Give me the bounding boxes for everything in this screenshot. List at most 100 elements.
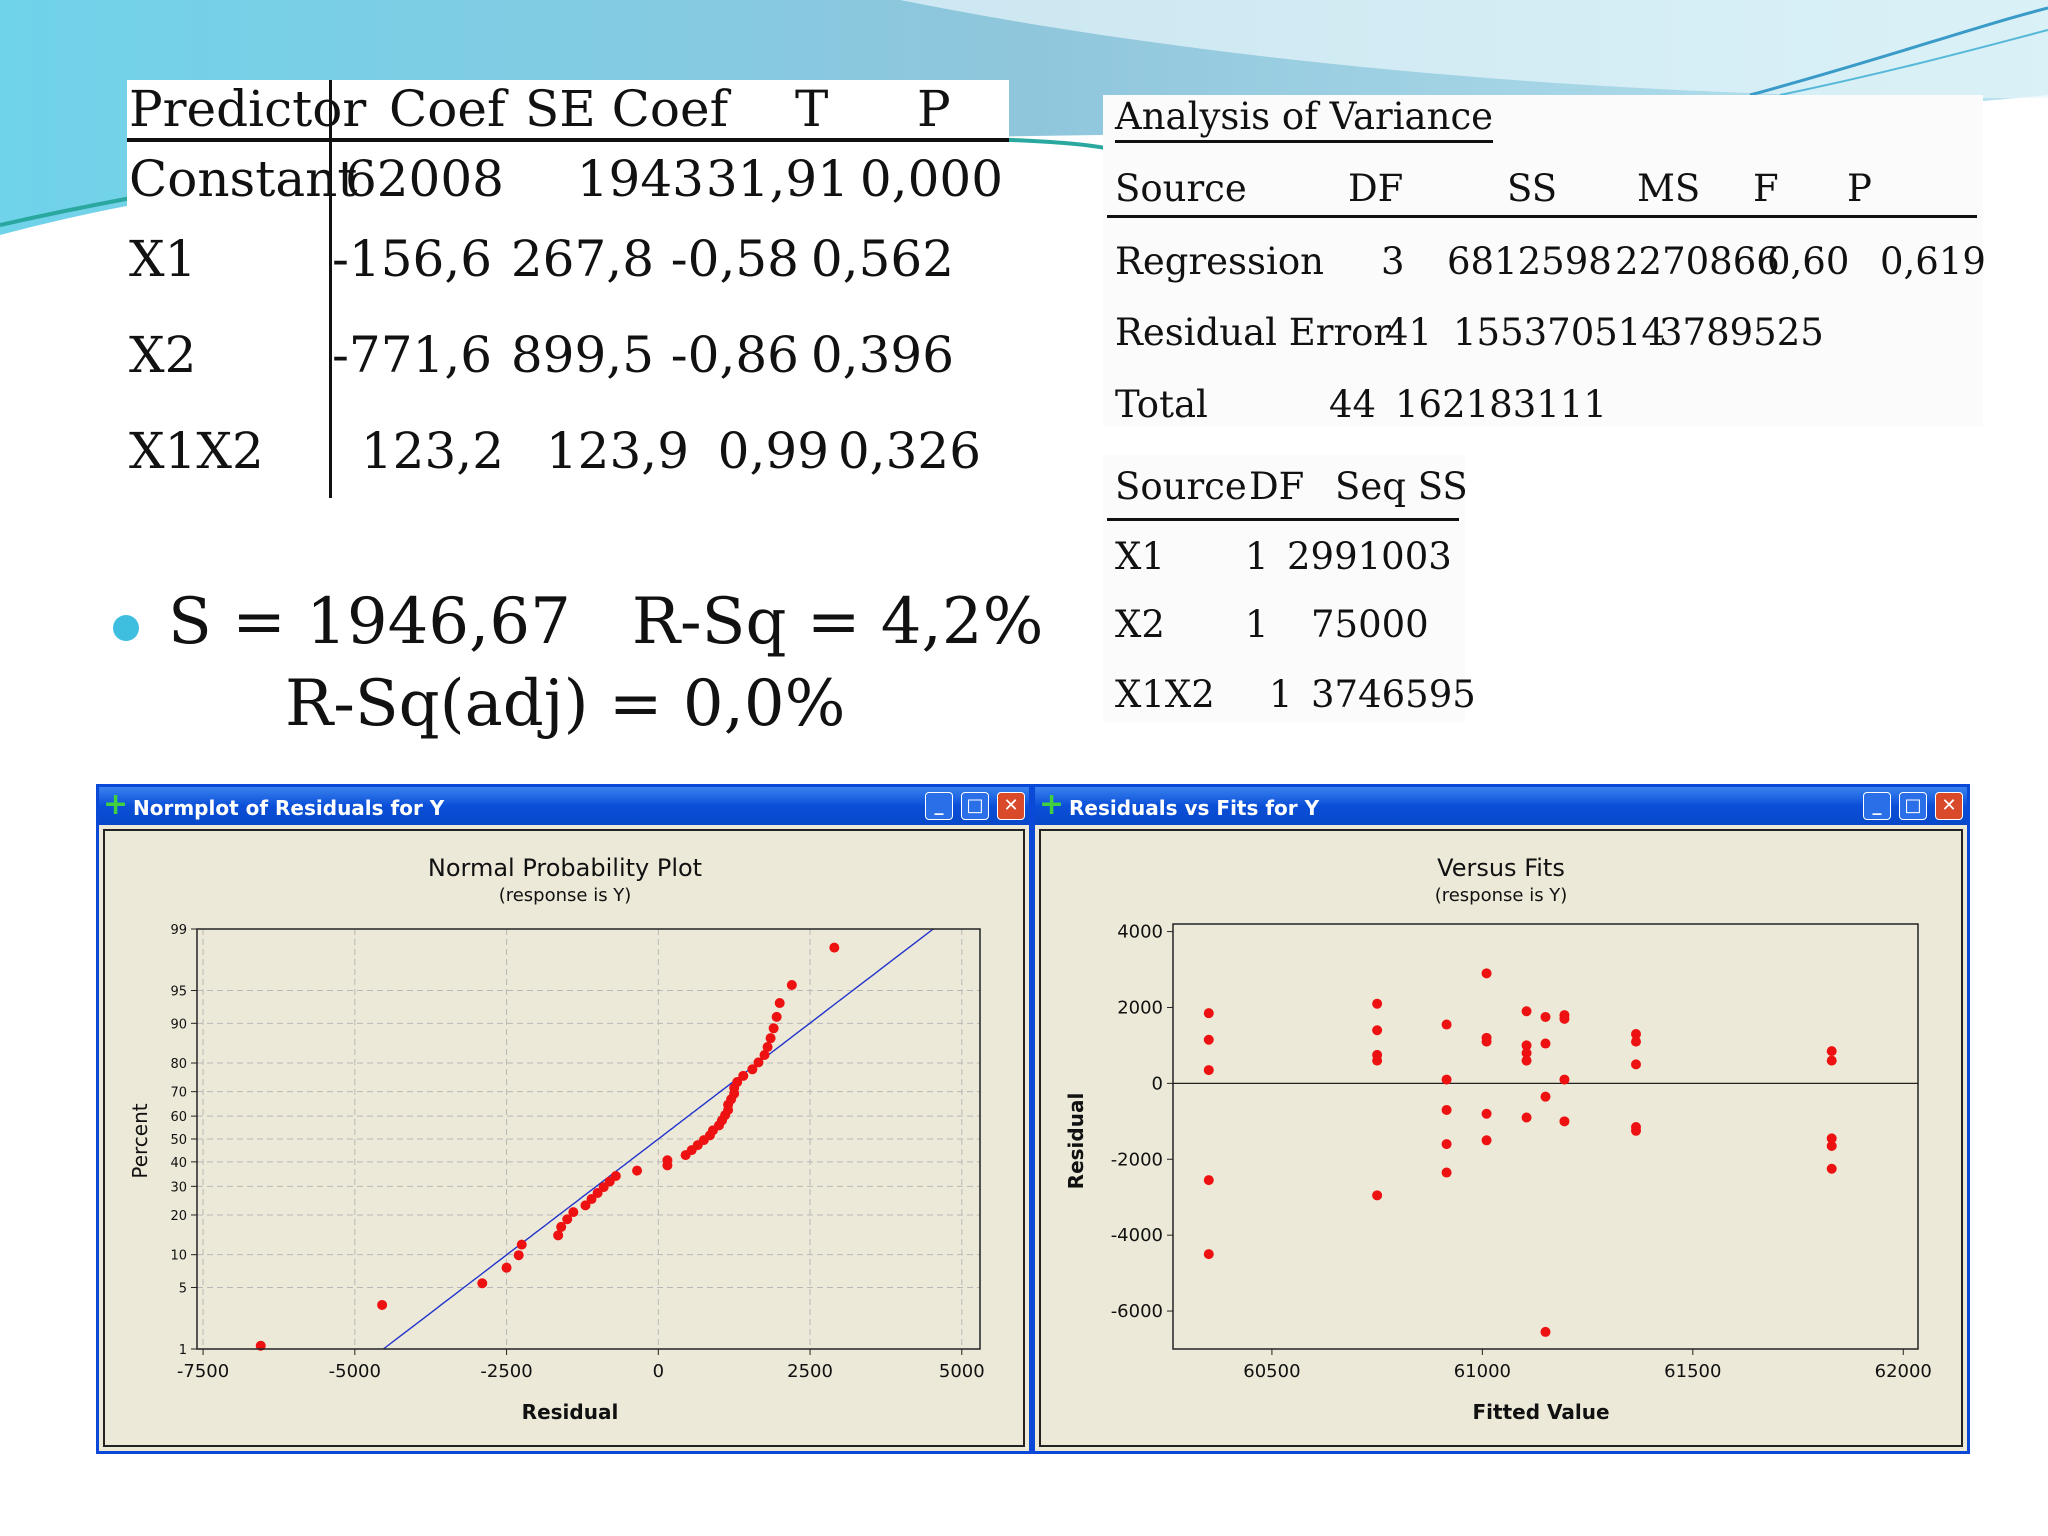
x-tick-label: 61500 (1664, 1361, 1721, 1382)
close-button[interactable]: ✕ (1935, 792, 1963, 820)
chart-subtitle: (response is Y) (499, 885, 632, 906)
data-point (1441, 1139, 1452, 1150)
seq-source-cell: X1X2 (1115, 673, 1215, 716)
maximize-button[interactable]: □ (1899, 792, 1927, 820)
minimize-button[interactable]: _ (925, 792, 953, 820)
data-point (1481, 968, 1492, 979)
header-df: DF (1249, 465, 1305, 508)
chart-title: Versus Fits (1437, 854, 1565, 882)
y-tick-label: -2000 (1111, 1149, 1163, 1170)
stats-line-1: S = 1946,67 R-Sq = 4,2% (168, 585, 1044, 659)
x-tick-label: -5000 (329, 1361, 381, 1382)
y-tick-label: 90 (170, 1017, 187, 1032)
data-point (568, 1207, 579, 1218)
data-point (753, 1057, 764, 1068)
plot-frame (196, 928, 981, 1350)
y-tick-label: 70 (170, 1086, 187, 1101)
coef-cell: -156,6 (332, 230, 493, 288)
data-point (1540, 1326, 1551, 1337)
data-point (562, 1214, 573, 1225)
predictor-cell: X2 (129, 326, 197, 384)
table-header-row: Predictor Coef SE Coef T P (127, 80, 1009, 142)
table-rule (1107, 215, 1977, 218)
y-tick-label: 0 (1152, 1073, 1163, 1094)
data-point (1203, 1175, 1214, 1186)
anova-ss-cell: 162183111 (1395, 383, 1607, 426)
anova-title: Analysis of Variance (1115, 95, 1494, 143)
seq-source-cell: X2 (1115, 603, 1165, 646)
coef-cell: 123,2 (360, 422, 504, 480)
close-button[interactable]: ✕ (997, 792, 1025, 820)
p-cell: 0,562 (810, 230, 954, 288)
x-tick-label: 5000 (939, 1361, 985, 1382)
data-point (1203, 1008, 1214, 1019)
coefficient-table: Predictor Coef SE Coef T P Constant 6200… (127, 80, 1009, 510)
data-point (1441, 1074, 1452, 1085)
anova-df-cell: 3 (1381, 240, 1405, 283)
anova-f-cell: 0,60 (1767, 240, 1850, 283)
y-tick-label: 20 (170, 1209, 187, 1224)
seq-source-cell: X1 (1115, 535, 1165, 578)
data-point (1559, 1013, 1570, 1024)
anova-ss-cell: 155370514 (1453, 311, 1665, 354)
data-point (1559, 1074, 1570, 1085)
normal-probability-chart: Normal Probability Plot (response is Y) … (128, 854, 985, 1424)
anova-p-cell: 0,619 (1880, 240, 1986, 283)
x-tick-label: 60500 (1243, 1361, 1300, 1382)
se-cell: 267,8 (510, 230, 654, 288)
x-axis-label: Residual (522, 1400, 619, 1424)
data-point (1481, 1036, 1492, 1047)
data-point (556, 1221, 567, 1232)
anova-ms-cell: 2270866 (1615, 240, 1780, 283)
plot-area: Normal Probability Plot (response is Y) … (103, 829, 1025, 1447)
normplot-window[interactable]: + Normplot of Residuals for Y _ □ ✕ Norm… (96, 784, 1032, 1454)
table-row: X1X2 123,2 123,9 0,99 0,326 (127, 414, 1009, 510)
y-tick-label: 80 (170, 1057, 187, 1072)
data-point (1521, 1040, 1532, 1051)
se-cell: 123,9 (545, 422, 689, 480)
data-point (786, 979, 797, 990)
fit-line (382, 928, 934, 1350)
window-titlebar[interactable]: + Normplot of Residuals for Y _ □ ✕ (99, 787, 1029, 825)
anova-table: Analysis of Variance Source DF SS MS F P… (1103, 95, 1986, 427)
add-icon: + (103, 787, 129, 822)
y-axis-label: Percent (128, 1103, 152, 1178)
table-row: X1 -156,6 267,8 -0,58 0,562 (127, 222, 1009, 318)
data-point (1826, 1055, 1837, 1066)
data-point (501, 1262, 512, 1273)
table-divider (329, 80, 332, 498)
predictor-cell: Constant (129, 150, 358, 208)
data-point (1203, 1249, 1214, 1260)
residuals-vs-fits-window[interactable]: + Residuals vs Fits for Y _ □ ✕ Versus F… (1032, 784, 1970, 1454)
data-point (377, 1299, 388, 1310)
x-tick-label: -2500 (480, 1361, 532, 1382)
header-coef: Coef (389, 80, 506, 138)
predictor-cell: X1 (129, 230, 197, 288)
data-point (738, 1070, 749, 1081)
minimize-button[interactable]: _ (1863, 792, 1891, 820)
table-row: Constant 62008 1943 31,91 0,000 (127, 142, 1009, 222)
data-point (1372, 1025, 1383, 1036)
seq-df-cell: 1 (1269, 673, 1293, 716)
data-point (1203, 1065, 1214, 1076)
data-point (1441, 1167, 1452, 1178)
p-cell: 0,000 (859, 150, 1003, 208)
data-point (829, 942, 840, 953)
se-cell: 899,5 (510, 326, 654, 384)
x-tick-label: -7500 (177, 1361, 229, 1382)
y-tick-label: 99 (170, 923, 187, 938)
stats-line-2: R-Sq(adj) = 0,0% (285, 667, 846, 741)
header-p: P (1847, 167, 1872, 210)
window-title: Residuals vs Fits for Y (1069, 796, 1320, 820)
y-tick-label: -4000 (1111, 1225, 1163, 1246)
y-tick-label: 30 (170, 1180, 187, 1195)
maximize-button[interactable]: □ (961, 792, 989, 820)
seq-df-cell: 1 (1245, 535, 1269, 578)
y-tick-label: 40 (170, 1156, 187, 1171)
data-point (1630, 1059, 1641, 1070)
window-titlebar[interactable]: + Residuals vs Fits for Y _ □ ✕ (1035, 787, 1967, 825)
seq-df-cell: 1 (1245, 603, 1269, 646)
data-point (747, 1064, 758, 1075)
data-point (1540, 1091, 1551, 1102)
data-point (553, 1230, 564, 1241)
